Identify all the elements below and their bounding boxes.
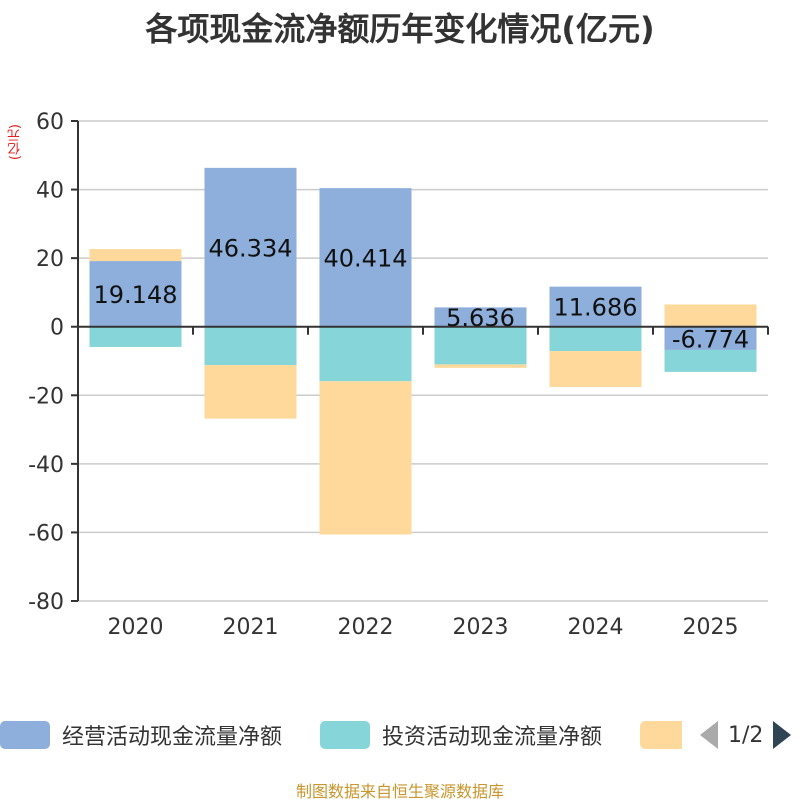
bar-2023-series-0[interactable] [434,307,527,327]
legend-item-operating[interactable]: 经营活动现金流量净额 [0,718,282,752]
y-tick-label: 40 [36,179,64,204]
bar-2025-series-2[interactable] [664,304,757,327]
y-tick-label: -40 [28,453,64,478]
bar-2023-series-1[interactable] [434,326,527,365]
bar-2022-series-1[interactable] [319,326,412,382]
y-tick-label: 0 [50,316,64,341]
bar-2025-series-0[interactable] [664,326,757,350]
bar-2022-series-0[interactable] [319,188,412,327]
x-tick-label: 2021 [223,615,279,640]
bar-2021-series-2[interactable] [204,365,297,419]
bar-2024-series-0[interactable] [549,286,642,327]
x-tick-label: 2024 [568,615,624,640]
chart-title: 各项现金流净额历年变化情况(亿元) [145,10,655,48]
y-tick-label: -80 [28,590,64,615]
legend-swatch-financing [640,721,682,749]
legend-item-financing[interactable] [640,718,682,752]
bar-2021-series-0[interactable] [204,167,297,327]
y-tick-label: 60 [36,110,64,135]
y-tick-label: -20 [28,384,64,409]
legend-next-page-icon[interactable] [773,721,792,749]
data-label-2023: 5.636 [446,304,515,332]
bar-2023-series-2[interactable] [434,364,527,368]
data-label-2020: 19.148 [94,281,178,309]
x-tick-label: 2022 [338,615,394,640]
bars [89,167,757,535]
bar-2021-series-1[interactable] [204,326,297,366]
legend-swatch-operating [0,721,50,749]
data-labels: 19.148 46.334 40.414 5.636 11.686 -6.774 [94,234,750,353]
bar-2020-series-0[interactable] [89,261,182,327]
bar-2022-series-2[interactable] [319,381,412,535]
legend-page-indicator: 1/2 [728,722,764,748]
y-tick-label: 20 [36,247,64,272]
data-label-2024: 11.686 [554,294,638,322]
bar-2024-series-1[interactable] [549,326,642,352]
legend-swatch-investing [320,721,370,749]
x-tick-label: 2023 [453,615,509,640]
grid-lines [78,120,768,602]
legend-label-investing: 投资活动现金流量净额 [382,725,603,750]
data-label-2022: 40.414 [324,244,408,272]
legend-label-operating: 经营活动现金流量净额 [62,725,283,750]
chart-plot: 60 40 20 0 -20 -40 -60 -80 2020 2021 2022 2023 2024 2… [28,110,769,640]
bar-2025-series-1[interactable] [664,349,757,372]
legend-pager: 1/2 [700,718,792,752]
data-label-2021: 46.334 [209,234,293,262]
bar-2020-series-1[interactable] [89,326,182,347]
data-label-2025: -6.774 [672,325,749,353]
x-tick-label: 2025 [683,615,739,640]
legend-prev-page-icon[interactable] [700,721,718,749]
legend: 经营活动现金流量净额 投资活动现金流量净额 [0,718,800,752]
data-source-note: 制图数据来自恒生聚源数据库 [295,782,504,801]
axes: 60 40 20 0 -20 -40 -60 -80 2020 2021 2022 2023 2024 2… [28,110,769,640]
y-tick-label: -60 [28,521,64,546]
bar-2024-series-2[interactable] [549,351,642,388]
bar-2020-series-2[interactable] [89,249,182,262]
x-tick-label: 2020 [108,615,164,640]
legend-item-investing[interactable]: 投资活动现金流量净额 [320,718,602,752]
